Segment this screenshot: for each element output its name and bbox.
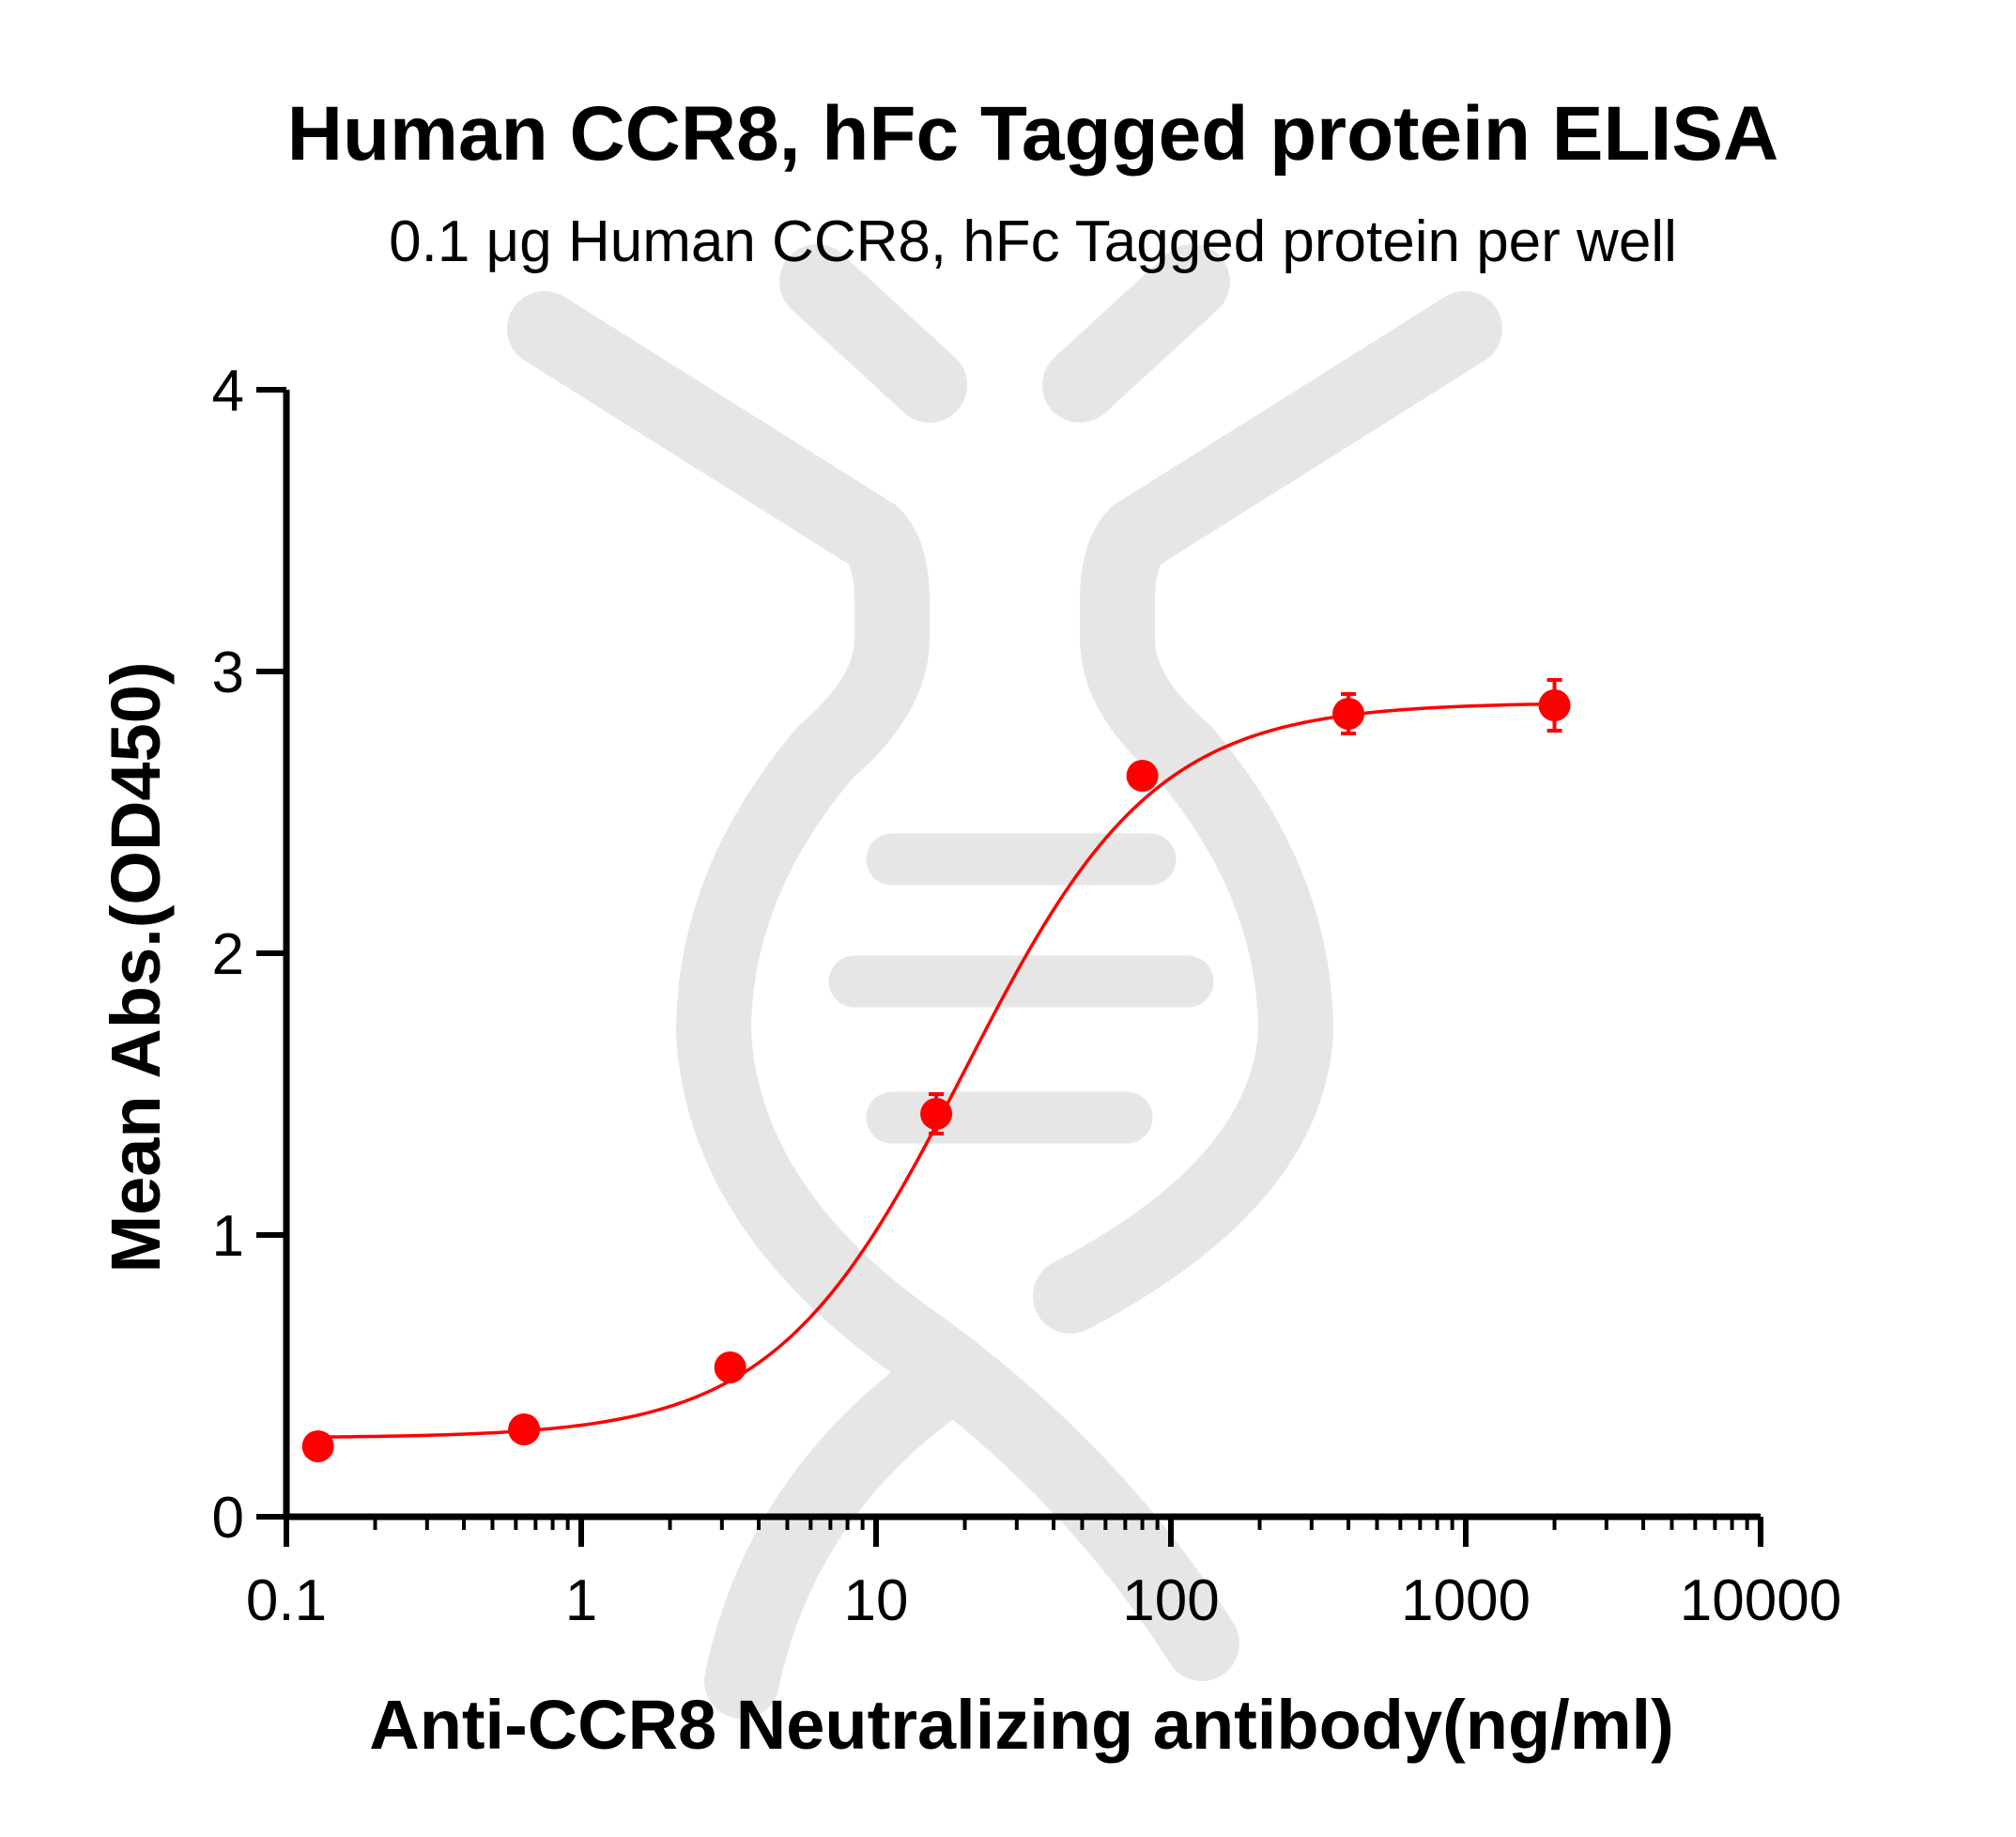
y-tick-label: 3 [212,641,244,705]
data-point [301,1430,334,1462]
data-point [920,1098,953,1130]
plot-area: 0 1 2 3 4 0.1 1 10 100 1000 10000 [212,359,1842,1633]
data-point [1332,698,1365,730]
y-tick-label: 0 [212,1486,244,1551]
y-axis-label: Mean Abs.(OD450) [97,661,175,1273]
chart-title: Human CCR8, hFc Tagged protein ELISA [287,91,1778,177]
x-tick-label: 10000 [1680,1568,1841,1633]
data-point [508,1413,541,1445]
watermark-logo [507,244,1502,1719]
data-point [1126,760,1159,792]
x-tick-label: 0.1 [246,1568,327,1633]
data-point [714,1351,746,1383]
x-axis-label: Anti-CCR8 Neutralizing antibody(ng/ml) [369,1686,1674,1764]
y-tick-label: 2 [212,922,244,987]
x-tick-label: 1 [565,1568,597,1633]
data-point [1538,689,1571,721]
x-tick-label: 1000 [1401,1568,1531,1633]
x-tick-label: 100 [1122,1568,1219,1633]
chart-subtitle: 0.1 μg Human CCR8, hFc Tagged protein pe… [389,209,1677,274]
y-tick-label: 1 [212,1204,244,1269]
y-tick-label: 4 [212,359,244,424]
x-tick-label: 10 [844,1568,909,1633]
